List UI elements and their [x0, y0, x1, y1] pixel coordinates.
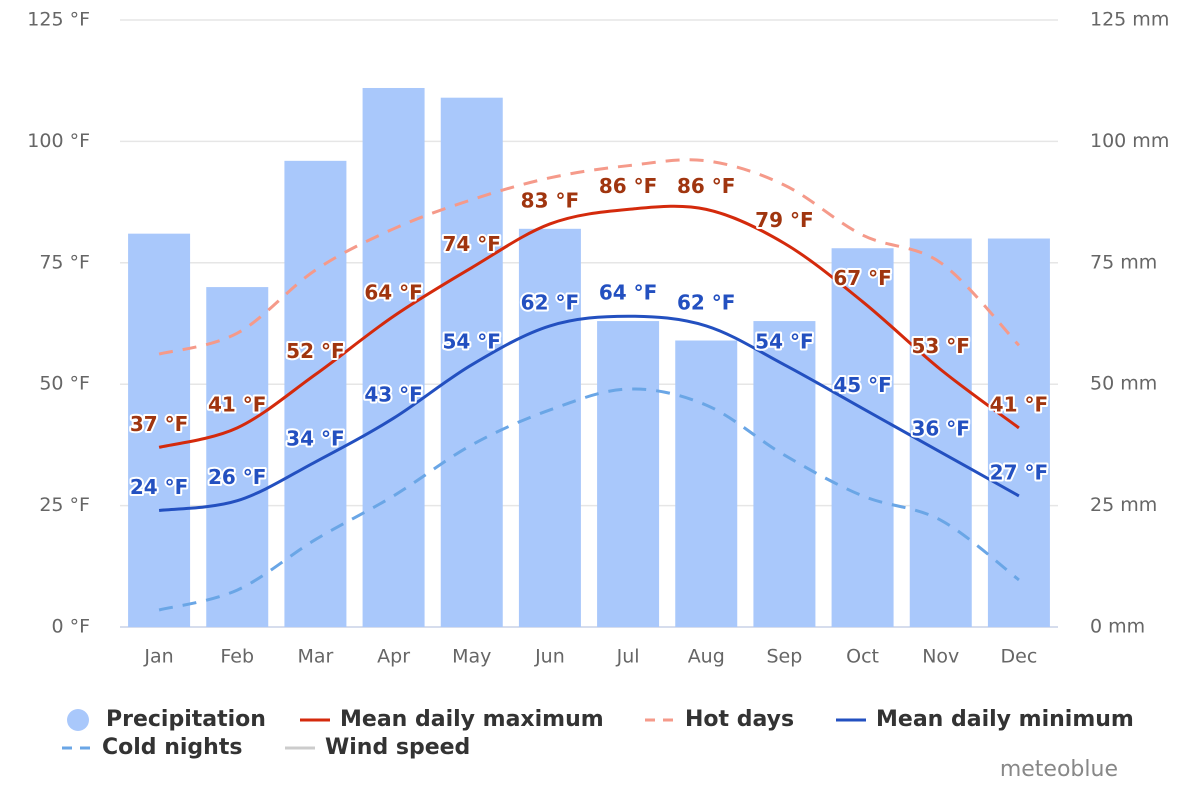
legend-label[interactable]: Precipitation — [106, 707, 266, 732]
bar — [831, 248, 894, 627]
y2-tick-label: 100 mm — [1090, 130, 1169, 152]
legend-symbol — [67, 709, 89, 731]
data-label: 41 °F — [208, 392, 266, 416]
x-tick-label: Feb — [220, 646, 254, 668]
data-label: 27 °F — [990, 460, 1048, 484]
bar — [675, 340, 738, 627]
x-tick-label: Jun — [534, 646, 565, 668]
data-label: 43 °F — [364, 383, 422, 407]
data-label: 67 °F — [833, 266, 891, 290]
y2-tick-label: 25 mm — [1090, 494, 1157, 516]
y-tick-label: 25 °F — [39, 494, 90, 516]
x-tick-label: Oct — [846, 646, 879, 668]
data-label: 24 °F — [130, 475, 188, 499]
data-label: 54 °F — [443, 329, 501, 353]
x-tick-label: Apr — [377, 646, 410, 668]
bar — [909, 238, 972, 627]
data-label: 37 °F — [130, 412, 188, 436]
line — [158, 314, 1020, 512]
data-label: 62 °F — [677, 290, 735, 314]
data-label: 45 °F — [833, 373, 891, 397]
bar — [518, 228, 581, 628]
data-label: 36 °F — [912, 417, 970, 441]
data-label: 86 °F — [677, 174, 735, 198]
data-label: 86 °F — [599, 174, 657, 198]
y-tick-label: 125 °F — [27, 9, 90, 31]
x-tick-label: Nov — [922, 646, 959, 668]
bar — [753, 321, 816, 627]
x-tick-label: Jul — [616, 646, 640, 668]
y2-tick-label: 50 mm — [1090, 373, 1157, 395]
bar — [128, 233, 191, 627]
x-tick-label: Sep — [767, 646, 803, 668]
data-label: 64 °F — [364, 281, 422, 305]
x-tick-label: Jan — [143, 646, 173, 668]
bar — [440, 97, 503, 628]
y2-tick-label: 0 mm — [1090, 616, 1145, 638]
y-tick-label: 50 °F — [39, 373, 90, 395]
credit: meteoblue — [1000, 757, 1118, 782]
legend-label[interactable]: Mean daily maximum — [340, 707, 604, 732]
bar — [284, 160, 347, 627]
data-label: 26 °F — [208, 465, 266, 489]
data-label: 34 °F — [286, 426, 344, 450]
data-label: 74 °F — [443, 232, 501, 256]
y2-tick-label: 125 mm — [1090, 9, 1169, 31]
y2-tick-label: 75 mm — [1090, 251, 1157, 273]
data-label: 54 °F — [755, 329, 813, 353]
data-label: 52 °F — [286, 339, 344, 363]
x-tick-label: Dec — [1001, 646, 1038, 668]
bar — [206, 287, 269, 627]
x-tick-label: Mar — [297, 646, 333, 668]
legend-label[interactable]: Cold nights — [102, 735, 242, 760]
line — [158, 387, 1020, 612]
y-tick-label: 0 °F — [51, 616, 90, 638]
data-label: 62 °F — [521, 290, 579, 314]
data-label: 83 °F — [521, 188, 579, 212]
x-tick-label: May — [452, 646, 491, 668]
data-label: 79 °F — [755, 208, 813, 232]
legend-label[interactable]: Wind speed — [325, 735, 470, 760]
bar — [362, 87, 425, 627]
legend-label[interactable]: Mean daily minimum — [876, 707, 1134, 732]
bar — [597, 321, 660, 627]
data-label: 41 °F — [990, 392, 1048, 416]
line — [158, 204, 1020, 449]
data-label: 64 °F — [599, 281, 657, 305]
legend-label[interactable]: Hot days — [685, 707, 794, 732]
x-tick-label: Aug — [688, 646, 725, 668]
y-tick-label: 75 °F — [39, 251, 90, 273]
bar — [987, 238, 1050, 627]
y-tick-label: 100 °F — [27, 130, 90, 152]
data-label: 53 °F — [912, 334, 970, 358]
